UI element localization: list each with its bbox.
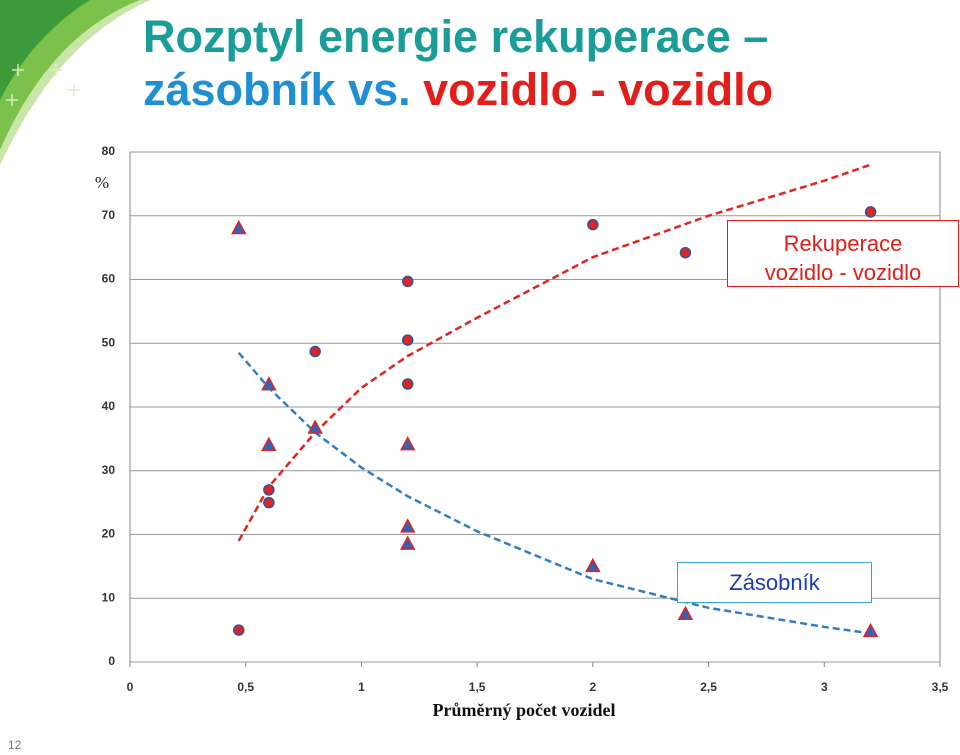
y-tick-label: 40 xyxy=(102,399,116,413)
point xyxy=(677,605,694,620)
corner-decoration xyxy=(0,0,150,165)
legend-box: Zásobník xyxy=(677,562,872,603)
point xyxy=(399,518,416,533)
y-tick-label: 60 xyxy=(102,272,116,286)
trend-line xyxy=(237,351,871,635)
point xyxy=(585,557,601,573)
point xyxy=(862,622,879,638)
x-tick-label: 2,5 xyxy=(700,680,717,694)
title-line: Rozptyl energie rekuperace – xyxy=(143,11,769,62)
x-tick-label: 3,5 xyxy=(932,680,949,694)
y-tick-label: 30 xyxy=(102,463,116,477)
title-part: zásobník vs. xyxy=(143,64,411,115)
x-tick-label: 2 xyxy=(590,680,597,694)
point xyxy=(309,345,321,358)
x-tick-label: 0 xyxy=(127,680,134,694)
point xyxy=(864,206,877,218)
title-part: vozidlo - vozidlo xyxy=(423,64,774,115)
y-tick-label: 80 xyxy=(102,144,116,158)
y-tick-label: 50 xyxy=(102,335,116,349)
y-tick-label: 10 xyxy=(102,590,116,604)
x-tick-label: 1 xyxy=(358,680,365,694)
x-tick-label: 0,5 xyxy=(237,680,254,694)
page-number: 12 xyxy=(8,738,22,752)
point xyxy=(307,419,323,434)
y-axis-label: % xyxy=(95,173,109,192)
point xyxy=(401,378,414,390)
point xyxy=(587,218,599,231)
x-axis-label: Průměrný počet vozidel xyxy=(433,700,616,720)
legend-box: Rekuperace vozidlo - vozidlo xyxy=(727,220,959,287)
x-tick-label: 1,5 xyxy=(469,680,486,694)
y-tick-label: 70 xyxy=(102,208,116,222)
point xyxy=(233,624,245,636)
point xyxy=(399,436,416,451)
y-tick-label: 20 xyxy=(102,527,116,541)
x-tick-label: 3 xyxy=(821,680,828,694)
point xyxy=(399,535,416,550)
point xyxy=(261,436,277,451)
point xyxy=(401,334,414,346)
point xyxy=(261,376,277,391)
y-tick-label: 0 xyxy=(108,654,115,668)
point xyxy=(401,275,414,288)
title: Rozptyl energie rekuperace – zásobník vs.… xyxy=(143,10,773,116)
point xyxy=(263,496,275,509)
point xyxy=(679,246,692,259)
point xyxy=(231,219,247,235)
point xyxy=(263,484,275,496)
